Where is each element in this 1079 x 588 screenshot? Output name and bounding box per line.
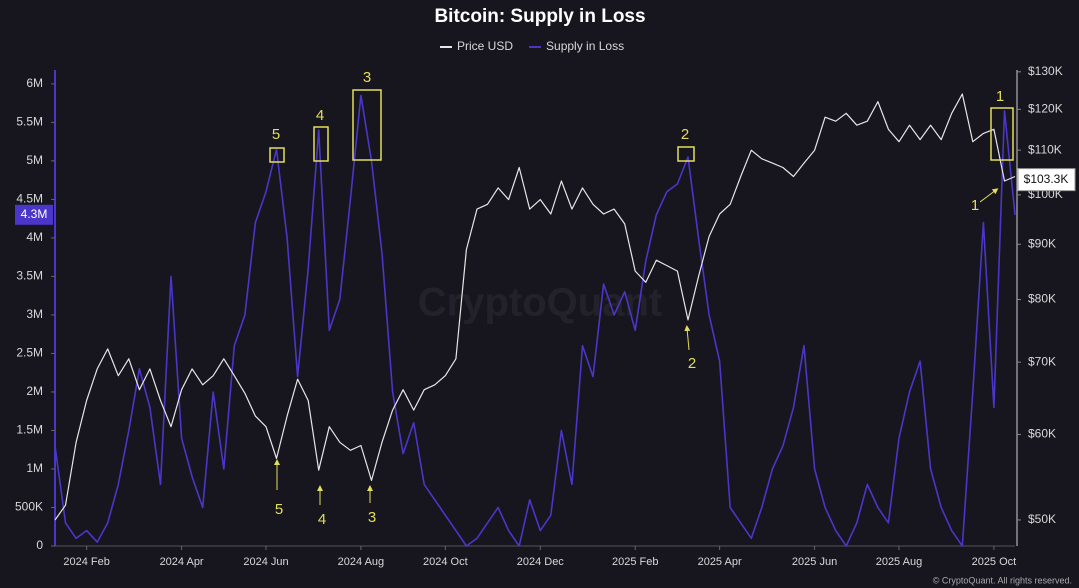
y2-tick-label: $80K — [1028, 292, 1056, 306]
x-tick-label: 2024 Apr — [160, 556, 204, 568]
annotation-label: 4 — [316, 107, 324, 124]
legend: Price USD Supply in Loss — [440, 39, 624, 53]
x-tick-label: 2024 Feb — [63, 556, 109, 568]
current-supply-label: 4.3M — [21, 207, 48, 221]
y-tick-label: 3M — [26, 307, 43, 321]
y-tick-label: 4M — [26, 230, 43, 244]
y2-tick-label: $120K — [1028, 102, 1063, 116]
annotation-box — [352, 89, 382, 161]
y-tick-label: 3.5M — [16, 269, 43, 283]
current-supply-box — [15, 204, 53, 225]
footer: © CryptoQuant. All rights reserved. — [933, 575, 1072, 585]
x-tick-label: 2024 Aug — [338, 556, 385, 568]
annotation-label: 3 — [363, 69, 371, 86]
annotation-label: 2 — [681, 126, 689, 143]
annotation-label: 3 — [368, 509, 376, 526]
current-price-label: $103.3K — [1024, 172, 1069, 186]
y-tick-label: 2.5M — [16, 346, 43, 360]
legend-label: Supply in Loss — [546, 39, 624, 53]
y-tick-label: 5.5M — [16, 115, 43, 129]
annotation-box — [313, 126, 329, 162]
y2-tick-label: $70K — [1028, 354, 1056, 368]
y2-tick-label: $50K — [1028, 512, 1056, 526]
annotation-box — [677, 146, 695, 162]
y2-tick-label: $130K — [1028, 64, 1063, 78]
y2-tick-label: $110K — [1028, 142, 1062, 156]
annotation-label: 2 — [688, 355, 696, 372]
y-tick-label: 500K — [15, 500, 43, 514]
watermark: CryptoQuant — [418, 281, 662, 325]
y2-tick-label: $60K — [1028, 427, 1056, 441]
y-tick-label: 1M — [26, 461, 43, 475]
annotation-arrow — [979, 188, 999, 203]
annotation-box — [990, 107, 1014, 161]
chart-title: Bitcoin: Supply in Loss — [434, 6, 645, 27]
annotation-label: 5 — [275, 501, 283, 518]
legend-label: Price USD — [457, 39, 513, 53]
y-tick-label: 1.5M — [16, 423, 43, 437]
series-line — [54, 94, 1016, 547]
x-tick-label: 2024 Dec — [517, 556, 565, 568]
x-tick-label: 2025 Apr — [698, 556, 742, 568]
y-tick-label: 5M — [26, 153, 43, 167]
y-tick-label: 0 — [36, 538, 43, 552]
series-line — [54, 93, 1016, 521]
x-tick-label: 2024 Oct — [423, 556, 468, 568]
x-tick-label: 2025 Feb — [612, 556, 658, 568]
annotation-arrow — [684, 325, 691, 351]
y-tick-label: 4.5M — [16, 192, 43, 206]
x-tick-label: 2025 Oct — [972, 556, 1017, 568]
annotation-box — [269, 147, 285, 163]
x-tick-label: 2025 Jun — [792, 556, 837, 568]
annotation-label: 4 — [318, 511, 326, 528]
y2-tick-label: $90K — [1028, 236, 1056, 250]
x-tick-label: 2025 Aug — [876, 556, 923, 568]
y-tick-label: 6M — [26, 76, 43, 90]
annotation-label: 1 — [971, 197, 979, 214]
y-tick-label: 2M — [26, 384, 43, 398]
annotation-label: 1 — [996, 88, 1004, 105]
x-tick-label: 2024 Jun — [243, 556, 288, 568]
annotation-label: 5 — [272, 126, 280, 143]
current-price-box — [1017, 168, 1076, 192]
